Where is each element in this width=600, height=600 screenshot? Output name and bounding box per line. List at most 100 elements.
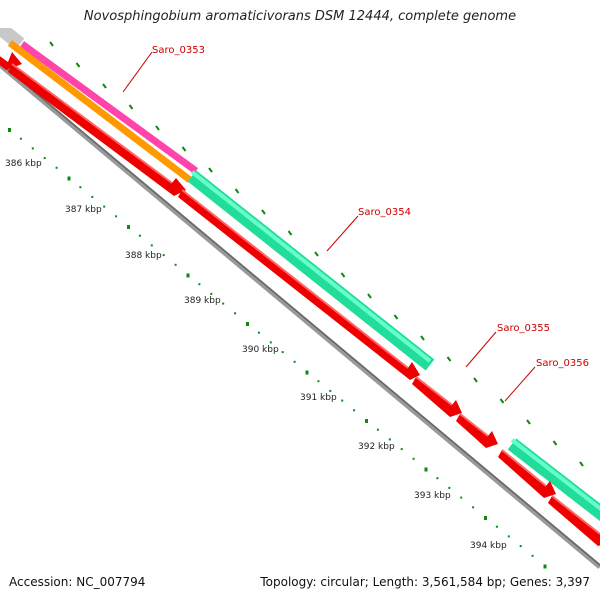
scale-dot — [79, 186, 82, 189]
scale-label: 389 kbp — [184, 296, 221, 306]
scale-dot — [198, 283, 201, 286]
scale-dot — [436, 477, 439, 480]
scale-dot — [31, 147, 34, 150]
scale-dot — [317, 380, 320, 383]
gc-dash — [526, 419, 531, 425]
scale-dot — [174, 263, 177, 266]
gc-dash — [473, 377, 478, 383]
scale-dot — [8, 128, 11, 132]
scale-dot — [257, 331, 260, 334]
scale-labels: 386 kbp 387 kbp 388 kbp 389 kbp 390 kbp … — [5, 159, 507, 551]
scale-label: 391 kbp — [300, 393, 337, 403]
gc-dash — [367, 293, 372, 299]
scale-label: 386 kbp — [5, 159, 42, 169]
scale-dot — [43, 157, 46, 160]
cds-arrow-1[interactable] — [0, 42, 22, 70]
gene-label-3[interactable]: Saro_0355 — [497, 323, 550, 334]
scale-label: 387 kbp — [65, 205, 102, 215]
scale-label: 392 kbp — [358, 442, 395, 452]
gc-dash — [102, 83, 107, 89]
scale-dot — [19, 137, 22, 140]
cds-arrow-3[interactable] — [178, 190, 420, 380]
scale-dot — [341, 399, 344, 402]
feature-magenta-segment[interactable] — [19, 41, 199, 174]
scale-dot — [138, 234, 141, 237]
scale-dot — [55, 166, 58, 169]
scale-dot — [186, 273, 190, 278]
cds-arrow-6[interactable] — [498, 450, 556, 498]
scale-dot — [234, 312, 237, 315]
gene-label-4[interactable]: Saro_0356 — [536, 358, 589, 369]
scale-dot — [531, 554, 534, 557]
scale-dot — [67, 176, 71, 181]
scale-dot — [388, 438, 391, 441]
gc-dash — [234, 188, 240, 194]
scale-dot — [472, 506, 475, 509]
gc-skew-dashes — [49, 41, 584, 467]
scale-dot — [448, 486, 451, 489]
gc-dash — [181, 146, 187, 152]
scale-dot — [365, 419, 368, 423]
gc-dash — [552, 440, 558, 446]
cds-arrow-4[interactable] — [412, 377, 462, 417]
scale-dot — [305, 370, 309, 375]
accession-text: Accession: NC_007794 — [9, 575, 146, 589]
gc-dash — [499, 398, 505, 404]
scale-dot — [103, 205, 106, 208]
gc-dash — [340, 272, 346, 278]
scale-label: 390 kbp — [242, 345, 279, 355]
gc-dash — [314, 251, 319, 257]
cds-arrows — [0, 42, 600, 546]
scale-dot — [246, 322, 249, 326]
map-title: Novosphingobium aromaticivorans DSM 1244… — [83, 9, 517, 24]
scale-dot — [495, 525, 498, 528]
scale-dot — [127, 225, 130, 229]
scale-dot — [519, 545, 522, 548]
scale-label: 393 kbp — [414, 491, 451, 501]
gc-dash — [287, 230, 293, 236]
gc-dash — [393, 314, 399, 320]
scale-dot — [329, 389, 332, 392]
scale-dot — [162, 254, 165, 257]
scale-dots — [8, 128, 547, 569]
scale-dot — [484, 516, 487, 520]
feature-green-segment-2[interactable] — [507, 438, 600, 522]
cds-arrow-2[interactable] — [8, 64, 186, 196]
gc-dash — [128, 104, 134, 110]
scale-dot — [210, 292, 213, 295]
genome-summary-text: Topology: circular; Length: 3,561,584 bp… — [260, 575, 590, 589]
gc-dash — [579, 461, 584, 467]
gc-dash — [446, 356, 452, 362]
feature-green-segment-1[interactable] — [187, 170, 435, 371]
scale-dot — [507, 535, 510, 538]
gc-dash — [155, 125, 160, 131]
scale-dot — [543, 564, 547, 569]
scale-dot — [353, 409, 356, 412]
scale-dot — [412, 457, 415, 460]
scale-dot — [376, 428, 379, 431]
scale-dot — [269, 341, 272, 344]
gc-dash — [49, 41, 54, 47]
scale-dot — [91, 195, 94, 198]
scale-dot — [222, 302, 225, 305]
gc-dash — [261, 209, 266, 215]
scale-dot — [460, 496, 463, 499]
scale-dot — [281, 351, 284, 354]
scale-dot — [115, 215, 118, 218]
gene-label-2[interactable]: Saro_0354 — [358, 207, 411, 218]
scale-dot — [400, 448, 403, 451]
gc-dash — [75, 62, 81, 68]
scale-dot — [150, 244, 153, 247]
cds-arrow-7[interactable] — [548, 496, 600, 546]
scale-label: 394 kbp — [470, 541, 507, 551]
scale-dot — [424, 467, 428, 472]
genome-backbone — [0, 62, 600, 569]
scale-label: 388 kbp — [125, 251, 162, 261]
gene-labels: Saro_0353 Saro_0354 Saro_0355 Saro_0356 — [122, 45, 589, 402]
scale-dot — [293, 360, 296, 363]
feature-orange-segment[interactable] — [7, 40, 193, 183]
gene-label-1[interactable]: Saro_0353 — [152, 45, 205, 56]
cds-arrow-5[interactable] — [456, 414, 498, 448]
feature-gray-segment[interactable] — [0, 20, 25, 50]
